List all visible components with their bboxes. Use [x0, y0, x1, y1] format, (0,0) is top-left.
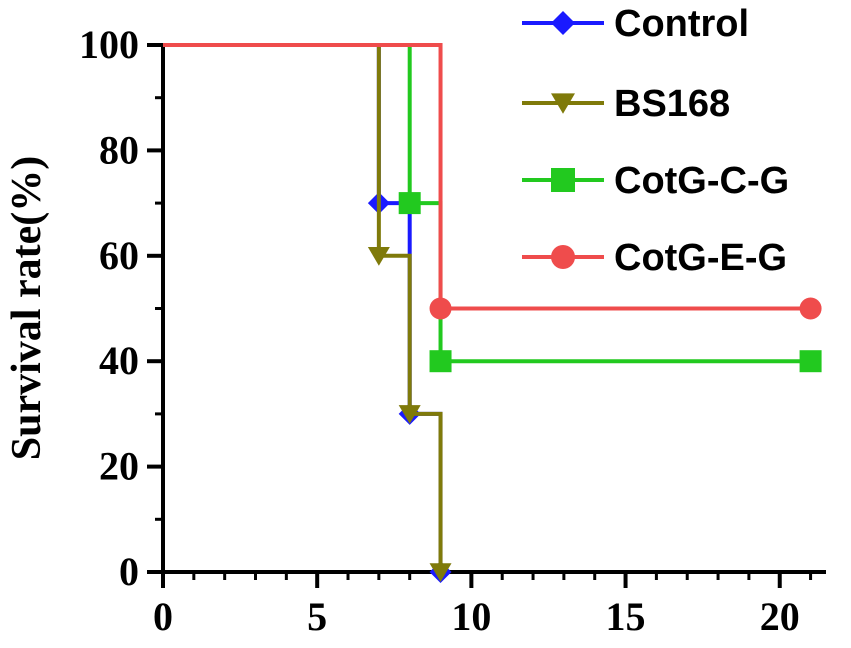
- y-tick-label: 100: [79, 22, 139, 67]
- circle-marker: [429, 297, 452, 320]
- square-marker: [799, 350, 822, 373]
- y-tick-label: 80: [99, 127, 139, 172]
- legend-item: CotG-E-G: [522, 237, 787, 279]
- triangle-down-marker: [429, 563, 452, 582]
- y-tick-label: 60: [99, 233, 139, 278]
- legend-item: Control: [522, 3, 749, 45]
- legend-item: BS168: [522, 83, 730, 125]
- square-marker: [551, 168, 575, 192]
- axes-layer: 0 20 40 60 80 100 0 5 10 15 20: [79, 22, 826, 639]
- y-axis-title: Survival rate(%): [4, 156, 50, 460]
- legend: Control BS168 CotG-C-G CotG-E-G: [522, 3, 789, 279]
- diamond-marker: [551, 11, 575, 35]
- legend-label: BS168: [614, 83, 730, 125]
- series-line: [163, 43, 811, 311]
- triangle-down-marker: [551, 93, 575, 114]
- legend-label: Control: [614, 3, 749, 45]
- series-line: [163, 43, 443, 572]
- circle-marker: [551, 245, 575, 269]
- square-marker: [429, 350, 452, 373]
- y-tick-label: 0: [119, 549, 139, 594]
- x-tick-label: 15: [606, 594, 646, 639]
- circle-marker: [799, 297, 822, 320]
- square-marker: [398, 192, 421, 215]
- legend-item: CotG-C-G: [522, 160, 789, 202]
- x-tick-label: 5: [307, 594, 327, 639]
- triangle-down-marker: [367, 247, 390, 266]
- series-line: [163, 43, 443, 572]
- legend-label: CotG-E-G: [614, 237, 787, 279]
- series-cotg-e-g: [163, 43, 822, 320]
- triangle-down-marker: [398, 405, 421, 424]
- series-layer: [163, 43, 822, 583]
- y-tick-label: 40: [99, 338, 139, 383]
- x-tick-label: 10: [451, 594, 491, 639]
- y-tick-label: 20: [99, 444, 139, 489]
- x-tick-label: 20: [760, 594, 800, 639]
- legend-label: CotG-C-G: [614, 160, 789, 202]
- x-tick-label: 0: [153, 594, 173, 639]
